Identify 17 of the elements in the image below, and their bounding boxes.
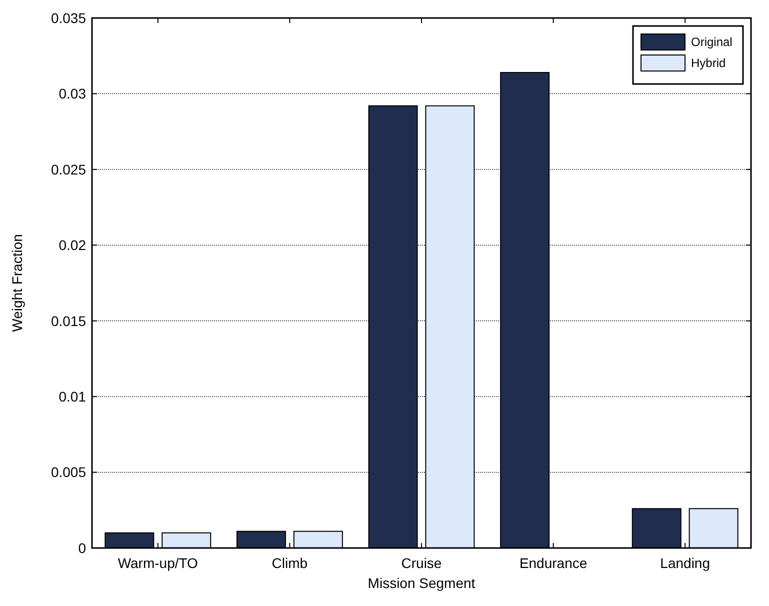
x-tick-label: Cruise — [401, 555, 442, 571]
legend-label: Hybrid — [691, 56, 726, 70]
x-tick-label: Warm-up/TO — [118, 555, 198, 571]
y-axis-title: Weight Fraction — [9, 234, 25, 332]
y-tick-label: 0.005 — [50, 464, 86, 480]
legend-label: Original — [691, 35, 732, 50]
x-tick-label: Landing — [660, 555, 710, 571]
x-axis-title: Mission Segment — [368, 575, 476, 591]
y-tick-label: 0.02 — [58, 237, 86, 254]
y-tick-label: 0.035 — [50, 10, 86, 26]
y-tick-label: 0.01 — [58, 388, 86, 404]
x-tick-label: Climb — [272, 555, 308, 571]
y-tick-label: 0 — [78, 540, 86, 556]
x-tick-label: Endurance — [519, 555, 588, 571]
y-tick-label: 0.015 — [50, 312, 86, 329]
y-tick-label: 0.03 — [58, 86, 86, 102]
y-tick-label: 0.025 — [50, 161, 86, 178]
